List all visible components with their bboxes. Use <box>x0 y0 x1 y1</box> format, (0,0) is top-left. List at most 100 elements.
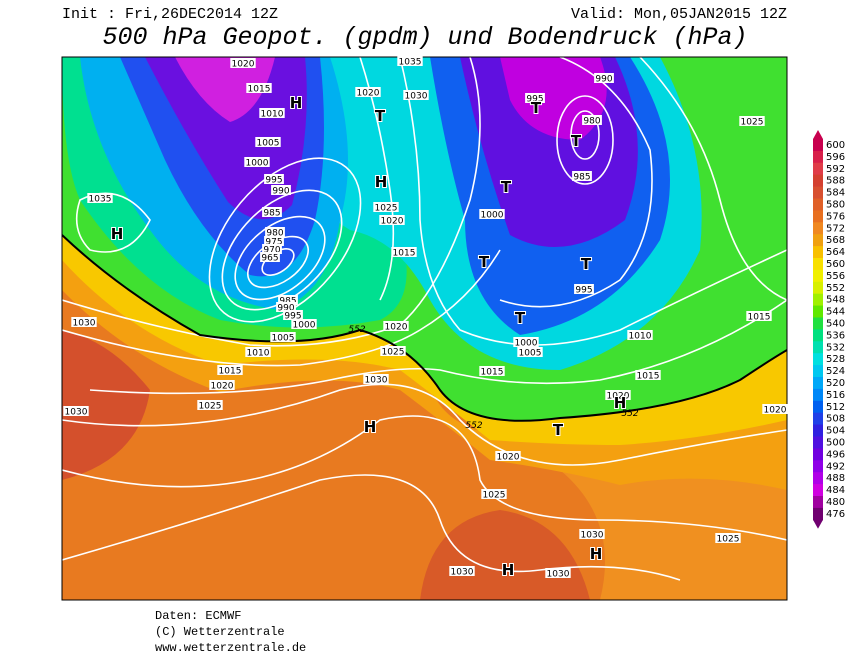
colorbar-cell <box>813 448 823 461</box>
colorbar-cell <box>813 496 823 509</box>
isobar-label-box <box>481 489 507 499</box>
isobar-label: 1010 <box>247 349 270 359</box>
isobar-label-box <box>244 157 270 167</box>
isobar-label-box <box>449 566 475 576</box>
pressure-center: H <box>290 94 303 112</box>
isobar-label-box <box>635 370 661 380</box>
isobar-label: 1025 <box>483 491 506 501</box>
isobar-label: 1020 <box>497 453 520 463</box>
isobar-label-box <box>383 321 409 331</box>
colorbar-label: 600 <box>826 140 845 151</box>
height-contour-label: 552 <box>621 409 638 419</box>
isobar-label: 1015 <box>748 313 771 323</box>
isobar-label: 1030 <box>547 570 570 580</box>
map-frame <box>61 56 788 601</box>
isobar-label: 1020 <box>232 60 255 70</box>
isobar-label-box <box>495 451 521 461</box>
isobar-label-box <box>278 295 298 305</box>
isobar-label: 1000 <box>481 211 504 221</box>
isobar-label-box <box>525 93 545 103</box>
isobar-label: 1030 <box>405 92 428 102</box>
colorbar-cell <box>813 258 823 271</box>
colorbar-cell <box>813 424 823 437</box>
pressure-center: T <box>515 309 526 327</box>
isobar-label: 985 <box>573 173 590 183</box>
isobar-label-box <box>63 406 89 416</box>
isobar-label: 1015 <box>219 367 242 377</box>
isobar-label-box <box>545 568 571 578</box>
isobar-label: 1015 <box>248 85 271 95</box>
isobar-label-box <box>397 56 423 66</box>
colorbar-cell <box>813 269 823 283</box>
isobar-label: 1035 <box>89 195 112 205</box>
isobar-label-box <box>391 247 417 257</box>
colorbar-bottom-tip <box>813 519 823 529</box>
colorbar-label: 560 <box>826 259 845 270</box>
colorbar-cell <box>813 436 823 449</box>
colorbar-label: 592 <box>826 164 845 175</box>
isobar-label-box <box>260 252 280 262</box>
colorbar-cell <box>813 162 823 176</box>
colorbar-label: 548 <box>826 295 845 306</box>
isobar-label: 970 <box>263 246 280 256</box>
isobar-label: 1020 <box>211 382 234 392</box>
colorbar-label: 532 <box>826 342 845 353</box>
colorbar-cell <box>813 341 823 354</box>
colorbar-label: 496 <box>826 449 845 460</box>
isobar-label-box <box>209 380 235 390</box>
isobar-label-box <box>746 311 772 321</box>
isobar-label-box <box>479 366 505 376</box>
colorbar-label: 512 <box>826 402 845 413</box>
isobar-label: 975 <box>265 238 282 248</box>
isobar-label: 980 <box>266 229 283 239</box>
colorbar-label: 528 <box>826 354 845 365</box>
colorbar-label: 524 <box>826 366 845 377</box>
isobar-label-box <box>605 390 631 400</box>
colorbar-cell <box>813 198 823 211</box>
colorbar-label: 500 <box>826 437 845 448</box>
pressure-center: T <box>479 253 490 271</box>
pressure-center: H <box>375 173 388 191</box>
colorbar-label: 556 <box>826 271 845 282</box>
height-contour-label: 552 <box>465 421 482 431</box>
colorbar-label: 580 <box>826 199 845 210</box>
isobar-label-box <box>270 332 296 342</box>
isobar-label: 1025 <box>382 348 405 358</box>
colorbar-cell <box>813 460 823 473</box>
isobar-label-box <box>271 185 291 195</box>
isobar-label: 1035 <box>399 58 422 68</box>
colorbar-cell <box>813 472 823 485</box>
isobar-label: 1025 <box>199 402 222 412</box>
isobar-label: 1020 <box>357 89 380 99</box>
colorbar-cell <box>813 234 823 247</box>
isobar-label-box <box>87 193 113 203</box>
isobar-label-box <box>283 310 303 320</box>
pressure-center: H <box>364 418 377 436</box>
colorbar-cell <box>813 174 823 188</box>
pressure-center: T <box>553 421 564 439</box>
colorbar-cell <box>813 210 823 223</box>
isobar-label: 1005 <box>272 334 295 344</box>
isobar-label-box <box>259 108 285 118</box>
isobar-label-box <box>627 330 653 340</box>
isobar-label: 1020 <box>607 392 630 402</box>
colorbar-label: 504 <box>826 426 845 437</box>
isobar-label: 1000 <box>515 339 538 349</box>
isobar-label-box <box>363 374 389 384</box>
map-field <box>62 57 787 600</box>
pressure-center: T <box>571 132 582 150</box>
isobar-label: 1005 <box>519 349 542 359</box>
colorbar-cell <box>813 317 823 330</box>
isobar-label-box <box>265 227 285 237</box>
map-title: 500 hPa Geopot. (gpdm) und Bodendruck (h… <box>102 23 747 52</box>
isobar-label-box <box>255 137 281 147</box>
isobar-label-box <box>739 116 765 126</box>
colorbar-label: 492 <box>826 461 845 472</box>
colorbar-cell <box>813 400 823 414</box>
colorbar-label: 568 <box>826 235 845 246</box>
colorbar-label: 572 <box>826 223 845 234</box>
isobar-label-box <box>197 400 223 410</box>
isobar-label: 1025 <box>741 118 764 128</box>
isobar-label: 1010 <box>629 332 652 342</box>
isobar-label-box <box>355 87 381 97</box>
